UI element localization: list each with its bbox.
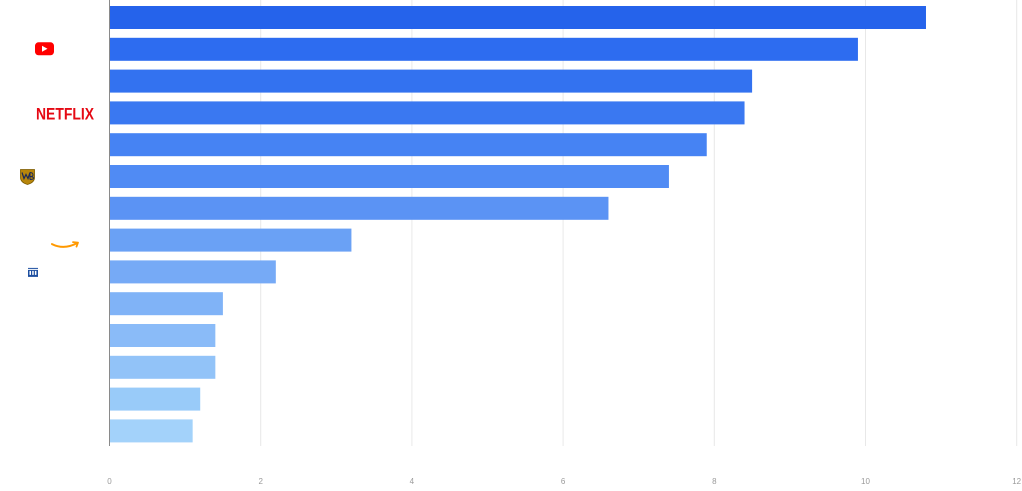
bar-14 — [109, 419, 193, 443]
bar-9 — [109, 260, 276, 284]
bar-12 — [109, 355, 216, 379]
bar-7 — [109, 196, 609, 220]
x-tick-label: 6 — [561, 477, 566, 486]
youtube-logo — [35, 42, 54, 56]
bar-1 — [109, 6, 926, 29]
warner-bros-logo — [20, 169, 35, 185]
x-tick-label: 8 — [712, 477, 717, 486]
bar-8 — [109, 228, 352, 252]
bar-13 — [109, 387, 201, 411]
netflix-logo: NETFLIX — [36, 104, 95, 123]
amazon-logo — [51, 241, 79, 248]
x-tick-label: 12 — [1012, 477, 1021, 486]
x-tick-label: 0 — [107, 477, 112, 486]
grid-layer — [260, 0, 1018, 446]
bar-5 — [109, 133, 707, 157]
bar-4 — [109, 101, 745, 125]
bar-2 — [109, 37, 858, 61]
x-tick-label: 10 — [861, 477, 870, 486]
logo-layer: NETFLIX — [20, 42, 95, 277]
x-tick-label: 4 — [410, 477, 415, 486]
bar-10 — [109, 292, 223, 316]
bar-3 — [109, 69, 753, 93]
x-tick-label: 2 — [258, 477, 263, 486]
bar-11 — [109, 324, 216, 347]
bar-layer — [109, 6, 926, 443]
building-logo — [28, 267, 38, 277]
tick-layer: 0 2 4 6 8 10 12 — [107, 477, 1021, 486]
bar-6 — [109, 165, 669, 188]
